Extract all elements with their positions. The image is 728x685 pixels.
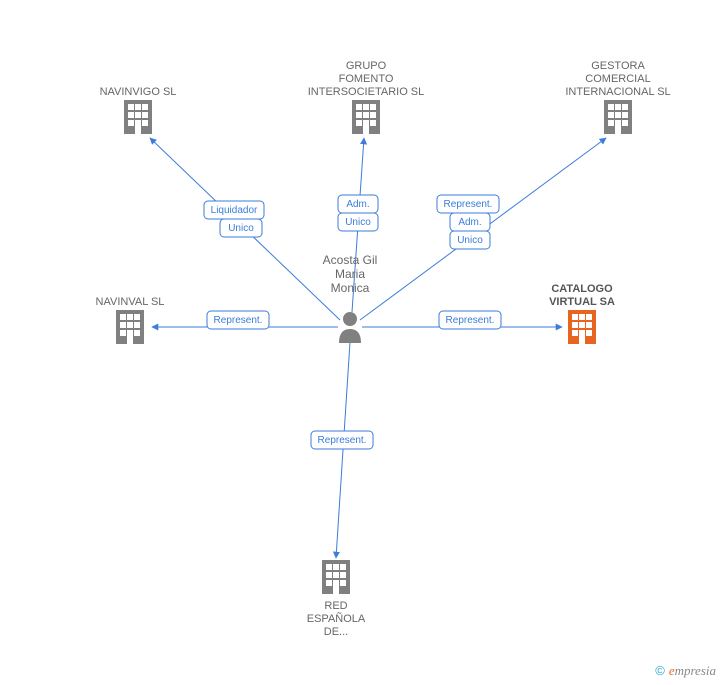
company-label: INTERNACIONAL SL <box>565 86 670 98</box>
edge-label: Adm. <box>450 213 490 231</box>
company-label: NAVINVAL SL <box>96 296 165 308</box>
edge-label: Unico <box>450 231 490 249</box>
company-label: CATALOGO <box>551 283 613 295</box>
company-node-navinvigo[interactable] <box>124 100 152 134</box>
edge-label: Represent. <box>311 431 373 449</box>
brand-rest: mpresia <box>675 663 716 678</box>
company-node-navinval[interactable] <box>116 310 144 344</box>
company-label: NAVINVIGO SL <box>100 86 177 98</box>
svg-text:Unico: Unico <box>457 235 483 246</box>
company-label: GESTORA <box>591 60 645 72</box>
svg-text:Represent.: Represent. <box>444 199 493 210</box>
edge-label: Represent. <box>207 311 269 329</box>
edge-label: Represent. <box>439 311 501 329</box>
footer-attribution: ©empresia <box>655 663 716 679</box>
company-label: VIRTUAL SA <box>549 296 615 308</box>
person-label: Maria <box>335 267 365 281</box>
svg-text:Represent.: Represent. <box>318 435 367 446</box>
svg-text:Adm.: Adm. <box>346 199 369 210</box>
person-label: Monica <box>331 281 370 295</box>
svg-text:Adm.: Adm. <box>458 217 481 228</box>
company-node-catalogo[interactable] <box>568 310 596 344</box>
svg-text:Unico: Unico <box>228 223 254 234</box>
edge-label: Represent. <box>437 195 499 213</box>
company-node-red[interactable] <box>322 560 350 594</box>
svg-text:Represent.: Represent. <box>214 315 263 326</box>
svg-text:Unico: Unico <box>345 217 371 228</box>
edge-label: Adm. <box>338 195 378 213</box>
company-label: RED <box>324 600 347 612</box>
edge-red <box>336 342 350 558</box>
company-label: COMERCIAL <box>585 73 650 85</box>
company-node-gestora[interactable] <box>604 100 632 134</box>
svg-text:Represent.: Represent. <box>446 315 495 326</box>
person-node-center[interactable] <box>339 312 361 343</box>
company-label: ESPAÑOLA <box>307 612 366 625</box>
copyright-symbol: © <box>655 663 665 678</box>
company-label: GRUPO <box>346 60 387 72</box>
person-label: Acosta Gil <box>323 253 378 267</box>
edge-label: Unico <box>338 213 378 231</box>
edge-label: Liquidador <box>204 201 264 219</box>
company-label: DE... <box>324 626 348 638</box>
company-label: INTERSOCIETARIO SL <box>308 86 425 98</box>
company-label: FOMENTO <box>339 73 394 85</box>
company-node-grupo[interactable] <box>352 100 380 134</box>
edge-label: Unico <box>220 219 262 237</box>
network-diagram: Unico Represent. NAVINVIGO SL GRUPOFOMENTO… <box>0 0 728 685</box>
svg-text:Liquidador: Liquidador <box>211 205 258 216</box>
